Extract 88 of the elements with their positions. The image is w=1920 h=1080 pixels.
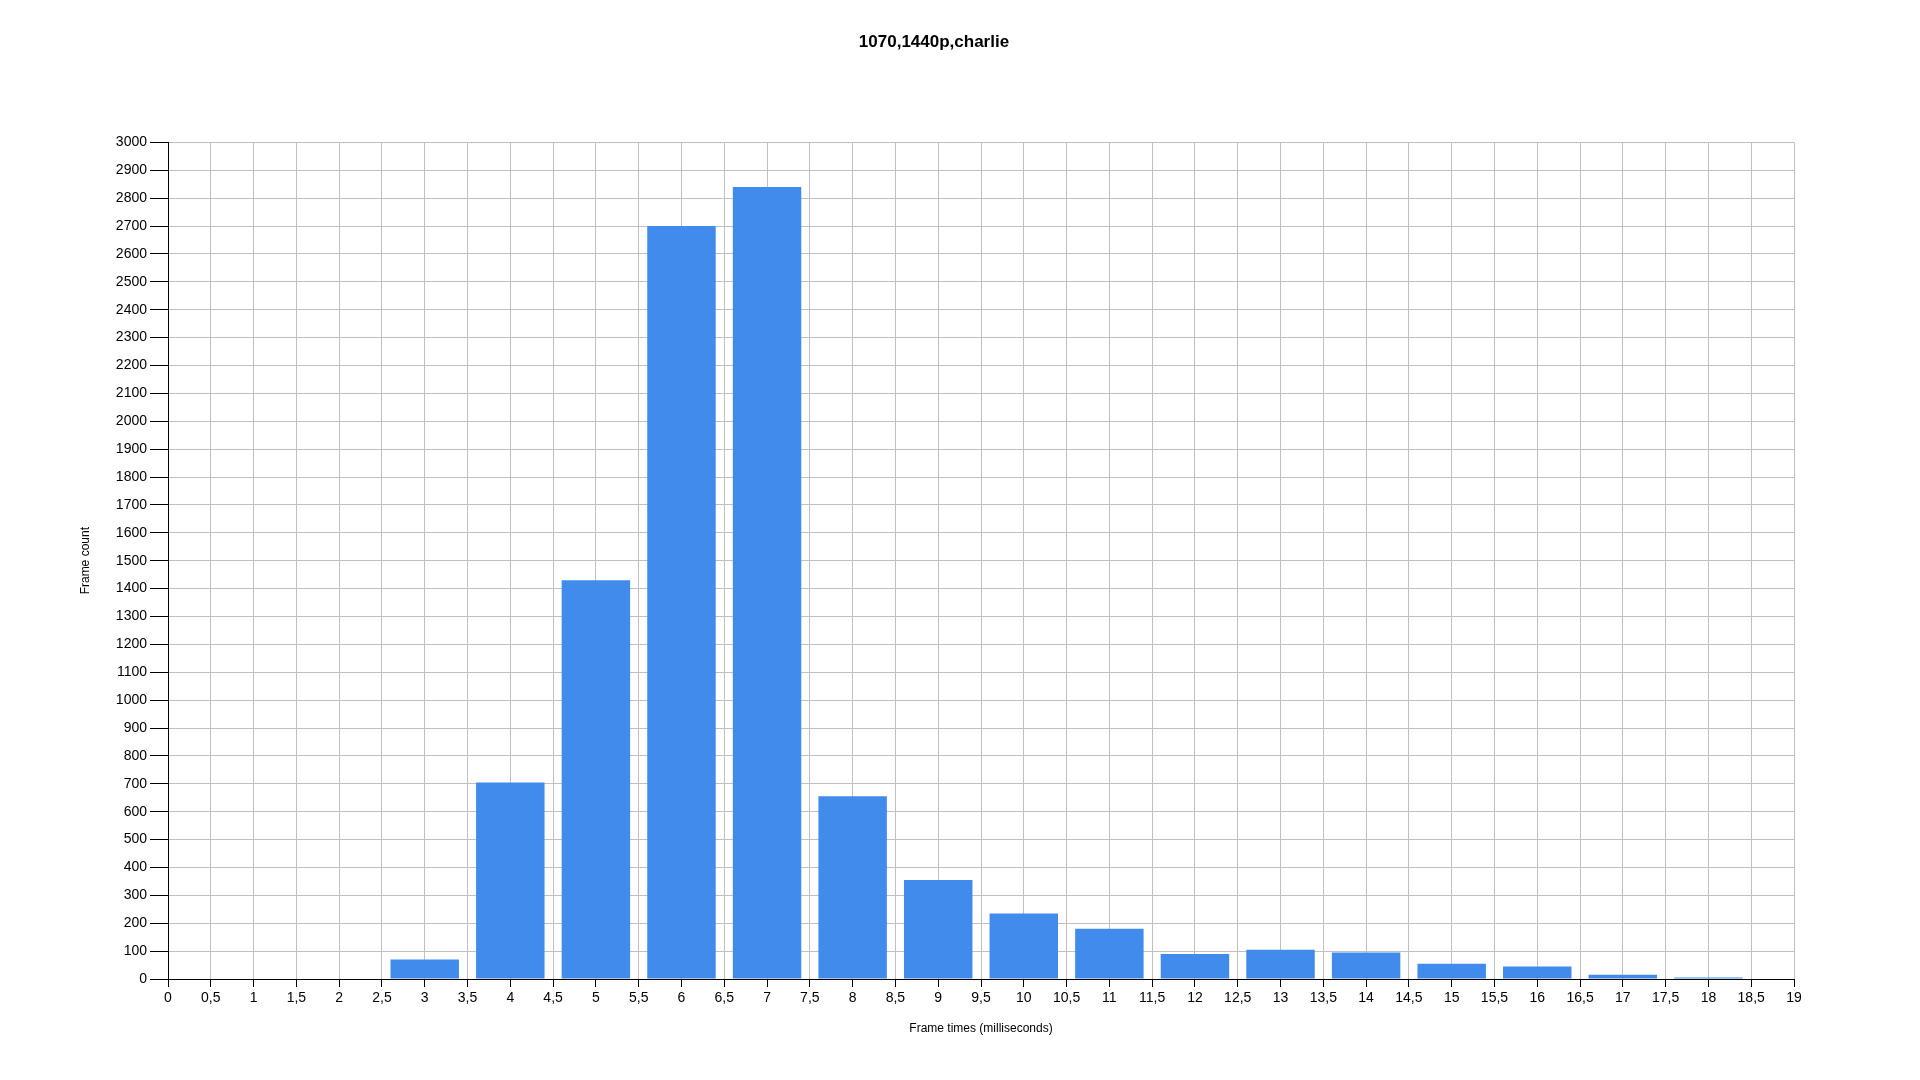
x-tick-label: 1 xyxy=(249,989,258,1006)
y-tick-label: 2700 xyxy=(115,216,148,233)
y-tick-label: 1000 xyxy=(115,690,148,707)
x-tick-label: 5,5 xyxy=(628,989,649,1006)
bar xyxy=(1246,949,1315,979)
y-tick-label: 3000 xyxy=(115,133,148,150)
y-tick-label: 1100 xyxy=(116,663,148,680)
x-tick-label: 7 xyxy=(763,989,772,1006)
bar xyxy=(1075,928,1144,979)
x-tick-label: 7,5 xyxy=(800,989,820,1006)
bar xyxy=(732,187,802,979)
y-tick-label: 600 xyxy=(123,802,148,819)
x-tick-label: 6,5 xyxy=(714,989,735,1006)
x-tick-label: 9 xyxy=(934,989,943,1006)
y-tick-label: 300 xyxy=(123,886,148,903)
x-tick-label: 8 xyxy=(848,989,857,1006)
x-tick-label: 4,5 xyxy=(543,989,564,1006)
x-tick-label: 0,5 xyxy=(201,989,221,1006)
y-tick-label: 1700 xyxy=(115,495,148,512)
bar xyxy=(390,959,459,979)
bar xyxy=(1588,974,1658,979)
y-tick-label: 1600 xyxy=(115,523,148,540)
y-tick-label: 2300 xyxy=(115,328,148,345)
x-tick-label: 12 xyxy=(1187,989,1203,1006)
bar xyxy=(818,796,887,979)
y-tick-label: 2000 xyxy=(115,412,148,429)
bar xyxy=(1331,952,1401,979)
x-tick-label: 14,5 xyxy=(1395,989,1423,1006)
bar xyxy=(476,782,545,979)
x-tick-label: 9,5 xyxy=(971,989,991,1006)
x-tick-label: 12,5 xyxy=(1224,989,1252,1006)
bar xyxy=(903,880,973,979)
x-tick-label: 16,5 xyxy=(1566,989,1594,1006)
y-tick-label: 400 xyxy=(123,858,148,875)
x-tick-label: 18 xyxy=(1700,989,1717,1006)
bar xyxy=(1417,963,1486,979)
y-tick-label: 2500 xyxy=(115,272,148,289)
x-tick-label: 0 xyxy=(164,989,173,1006)
y-tick-label: 0 xyxy=(139,969,148,986)
y-tick-label: 200 xyxy=(123,914,148,931)
y-tick-label: 2400 xyxy=(115,300,148,317)
x-tick-label: 3 xyxy=(420,989,429,1006)
y-axis-title: Frame count xyxy=(77,526,92,595)
x-tick-label: 13 xyxy=(1272,989,1289,1006)
bar xyxy=(647,226,716,979)
x-tick-label: 11,5 xyxy=(1139,989,1166,1006)
bar xyxy=(989,913,1059,979)
x-tick-label: 17 xyxy=(1615,989,1631,1006)
x-tick-label: 3,5 xyxy=(457,989,478,1006)
y-tick-label: 1300 xyxy=(115,607,148,624)
y-tick-label: 1400 xyxy=(115,579,148,596)
x-tick-label: 1,5 xyxy=(286,989,307,1006)
x-tick-label: 10,5 xyxy=(1052,989,1081,1006)
x-tick-label: 14 xyxy=(1358,989,1375,1006)
y-tick-label: 1500 xyxy=(115,551,148,568)
y-tick-label: 2200 xyxy=(115,356,148,373)
x-tick-label: 15,5 xyxy=(1480,989,1509,1006)
y-tick-label: 900 xyxy=(123,718,148,735)
bar xyxy=(1503,966,1572,979)
chart-title: 1070,1440p,charlie xyxy=(858,31,1010,51)
y-tick-label: 1900 xyxy=(115,440,148,457)
x-tick-label: 10 xyxy=(1016,989,1032,1006)
bar xyxy=(561,580,631,979)
x-tick-label: 19 xyxy=(1786,989,1802,1006)
x-tick-label: 5 xyxy=(592,989,600,1006)
y-tick-label: 800 xyxy=(123,746,148,763)
x-tick-label: 13,5 xyxy=(1309,989,1338,1006)
y-tick-label: 500 xyxy=(123,830,148,847)
y-tick-label: 2600 xyxy=(115,244,148,261)
y-tick-label: 700 xyxy=(123,774,148,791)
bar xyxy=(1160,953,1230,979)
x-tick-label: 18,5 xyxy=(1737,989,1766,1006)
x-tick-label: 4 xyxy=(506,989,515,1006)
x-tick-label: 17,5 xyxy=(1652,989,1680,1006)
y-tick-label: 1800 xyxy=(115,467,148,484)
y-tick-label: 100 xyxy=(123,941,148,958)
x-tick-label: 15 xyxy=(1443,989,1460,1006)
y-tick-label: 2800 xyxy=(115,189,148,206)
x-tick-label: 8,5 xyxy=(885,989,906,1006)
x-axis-title: Frame times (milliseconds) xyxy=(909,1021,1053,1036)
y-tick-label: 1200 xyxy=(115,635,148,652)
x-tick-label: 16 xyxy=(1529,989,1546,1006)
x-tick-label: 11 xyxy=(1102,989,1117,1006)
x-tick-label: 2 xyxy=(335,989,344,1006)
x-tick-label: 6 xyxy=(677,989,686,1006)
y-tick-label: 2100 xyxy=(115,384,148,401)
x-tick-label: 2,5 xyxy=(372,989,392,1006)
y-tick-label: 2900 xyxy=(115,161,148,178)
